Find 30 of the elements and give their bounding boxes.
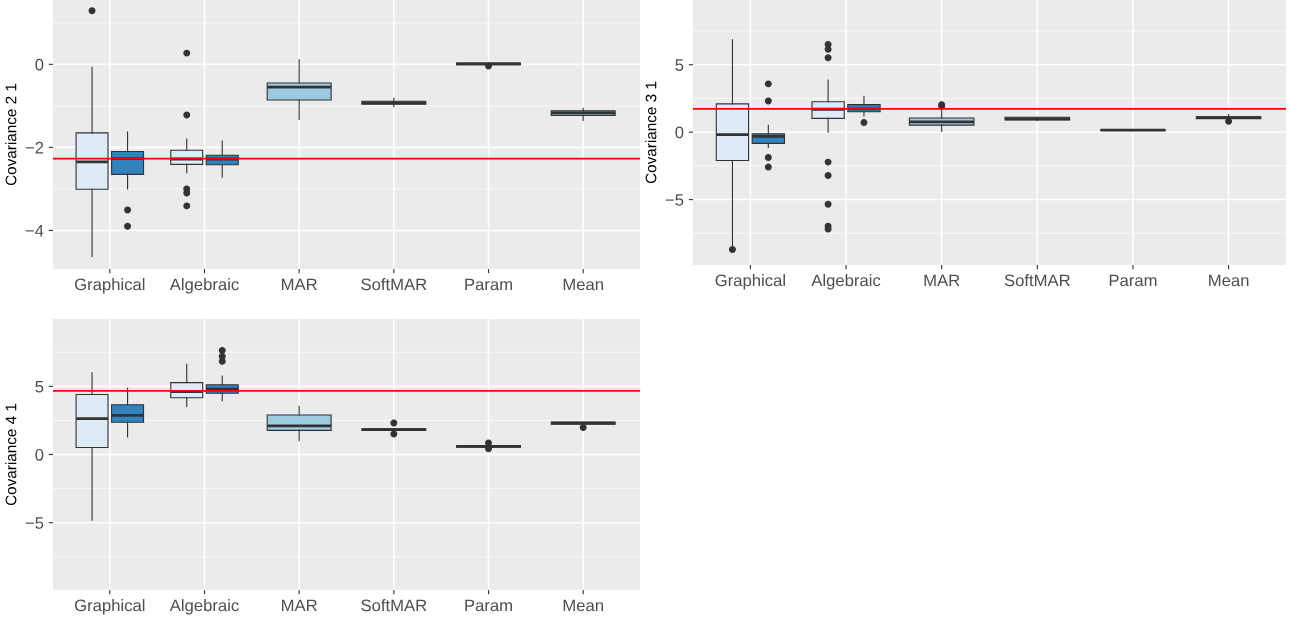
x-tick-label: MAR — [282, 278, 317, 291]
y-tick-label: −5 — [25, 517, 44, 529]
y-tick-label: 0 — [35, 448, 44, 461]
x-tick-label: Graphical — [715, 274, 785, 290]
x-tick-label: SoftMAR — [1004, 274, 1070, 287]
x-tick-label: Algebraic — [169, 599, 239, 615]
x-tick-label: SoftMAR — [361, 599, 427, 612]
y-axis-title: Covariance 4 1 — [5, 403, 17, 506]
x-tick-label: Mean — [563, 278, 603, 291]
x-tick-label: Mean — [563, 599, 603, 612]
y-tick-label: −5 — [665, 194, 684, 206]
y-axis-title: Covariance 2 1 — [5, 83, 17, 186]
x-tick-label: Param — [465, 599, 512, 612]
y-axis-title: Covariance 3 1 — [645, 81, 657, 184]
y-tick-label: 0 — [675, 126, 684, 139]
x-tick-label: Param — [1109, 274, 1157, 287]
x-tick-label: SoftMAR — [361, 278, 427, 291]
x-tick-label: MAR — [924, 274, 960, 287]
x-tick-label: MAR — [282, 599, 317, 612]
x-tick-label: Graphical — [74, 278, 145, 294]
y-tick-label: 0 — [35, 58, 44, 71]
x-tick-label: Mean — [1209, 274, 1249, 287]
x-tick-label: Algebraic — [811, 274, 881, 290]
x-tick-label: Algebraic — [169, 278, 239, 294]
x-tick-label: Param — [465, 278, 512, 291]
x-tick-label: Graphical — [74, 599, 145, 615]
y-tick-label: −2 — [25, 141, 44, 154]
y-tick-label: 5 — [675, 59, 684, 71]
y-tick-label: −4 — [25, 224, 44, 237]
y-tick-label: 5 — [35, 380, 44, 393]
